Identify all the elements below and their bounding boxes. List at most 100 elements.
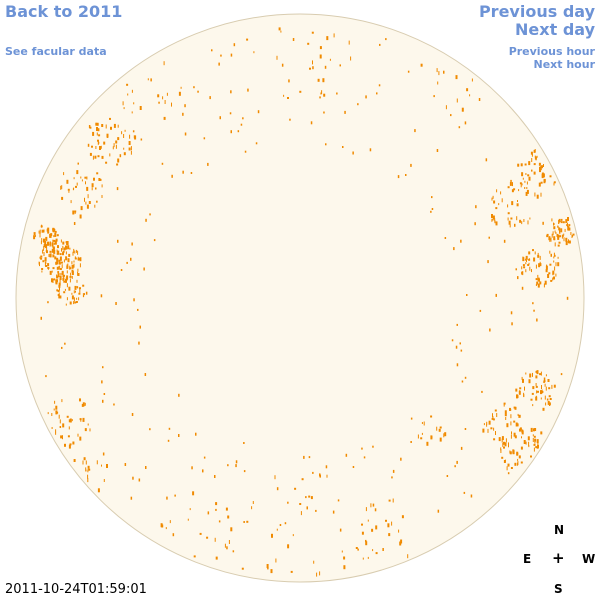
facula-speck (68, 419, 71, 423)
facula-speck (130, 257, 132, 261)
facula-speck (420, 437, 423, 440)
facula-speck (534, 192, 536, 197)
facula-speck (563, 237, 565, 242)
facula-speck (67, 263, 69, 268)
facula-speck (469, 94, 471, 97)
facula-speck (67, 435, 70, 438)
facula-speck (553, 222, 554, 226)
facula-speck (547, 400, 550, 405)
facula-speck (49, 233, 52, 238)
facula-speck (407, 554, 409, 559)
facula-speck (533, 149, 536, 153)
facula-speck (363, 456, 366, 459)
facula-speck (313, 560, 315, 564)
facula-speck (82, 417, 85, 422)
facula-speck (520, 446, 523, 450)
facula-speck (56, 249, 58, 253)
facula-speck (102, 452, 105, 456)
facula-speck (203, 137, 206, 140)
facula-speck (74, 210, 77, 213)
facula-speck (57, 250, 60, 255)
facula-speck (54, 400, 56, 404)
facula-speck (61, 270, 64, 275)
facula-speck (119, 154, 122, 158)
facula-speck (50, 235, 52, 238)
facula-speck (73, 263, 75, 268)
facula-speck (157, 94, 160, 98)
facula-speck (503, 403, 505, 407)
facula-speck (145, 466, 147, 469)
facula-speck (57, 245, 59, 249)
facula-speck (42, 260, 45, 263)
facula-speck (530, 398, 533, 401)
facula-speck (163, 61, 165, 66)
facula-speck (540, 431, 543, 435)
facula-speck (533, 257, 536, 262)
facula-speck (526, 192, 528, 196)
facula-speck (537, 442, 539, 446)
facula-speck (85, 291, 88, 295)
facula-speck (63, 247, 66, 251)
facula-speck (548, 395, 551, 398)
facula-speck (211, 49, 213, 52)
facula-speck (84, 293, 85, 296)
facula-speck (510, 179, 512, 182)
facula-speck (343, 565, 346, 570)
facula-speck (66, 264, 68, 267)
facula-speck (40, 225, 43, 228)
previous-day-link[interactable]: Previous day (478, 2, 595, 21)
facula-speck (430, 210, 432, 213)
facula-speck (149, 428, 151, 431)
facula-speck (56, 266, 59, 270)
facula-speck (492, 195, 494, 199)
facula-speck (539, 373, 542, 376)
previous-hour-link[interactable]: Previous hour (508, 45, 595, 58)
facula-speck (63, 259, 65, 263)
facula-speck (55, 238, 58, 242)
facula-speck (56, 274, 58, 279)
facula-speck (132, 476, 134, 480)
facula-speck (431, 196, 433, 199)
facula-speck (184, 132, 187, 136)
facula-speck (509, 224, 511, 228)
facula-speck (498, 437, 501, 442)
facula-speck (138, 341, 140, 345)
see-facular-data-link[interactable]: See facular data (5, 45, 107, 58)
facula-speck (71, 264, 74, 269)
facula-speck (48, 254, 50, 257)
facula-speck (312, 66, 314, 70)
facula-speck (49, 243, 51, 247)
facula-speck (279, 524, 282, 526)
facula-speck (527, 220, 529, 225)
facula-speck (514, 223, 516, 227)
facula-speck (554, 254, 556, 257)
facula-speck (456, 323, 458, 326)
facula-speck (79, 287, 81, 290)
facula-speck (40, 255, 43, 258)
next-hour-link[interactable]: Next hour (533, 58, 596, 71)
facula-speck (290, 570, 293, 573)
facula-speck (270, 569, 273, 574)
facula-speck (525, 191, 527, 196)
facula-speck (553, 384, 556, 388)
facula-speck (55, 429, 57, 433)
facula-speck (503, 460, 506, 463)
facula-speck (537, 444, 539, 448)
next-day-link[interactable]: Next day (515, 20, 595, 39)
facula-speck (91, 187, 93, 191)
facula-speck (253, 51, 255, 54)
facula-speck (287, 544, 290, 549)
facula-speck (464, 428, 467, 430)
facula-speck (446, 475, 449, 477)
facula-speck (63, 291, 66, 294)
facula-speck (97, 155, 100, 158)
facula-speck (39, 262, 40, 267)
facula-speck (549, 404, 550, 406)
facula-speck (486, 421, 488, 425)
facula-speck (375, 552, 378, 555)
facula-speck (515, 388, 518, 392)
facula-speck (537, 390, 539, 393)
facula-speck (68, 426, 70, 430)
back-to-year-link[interactable]: Back to 2011 (5, 2, 123, 21)
facula-speck (193, 86, 195, 89)
